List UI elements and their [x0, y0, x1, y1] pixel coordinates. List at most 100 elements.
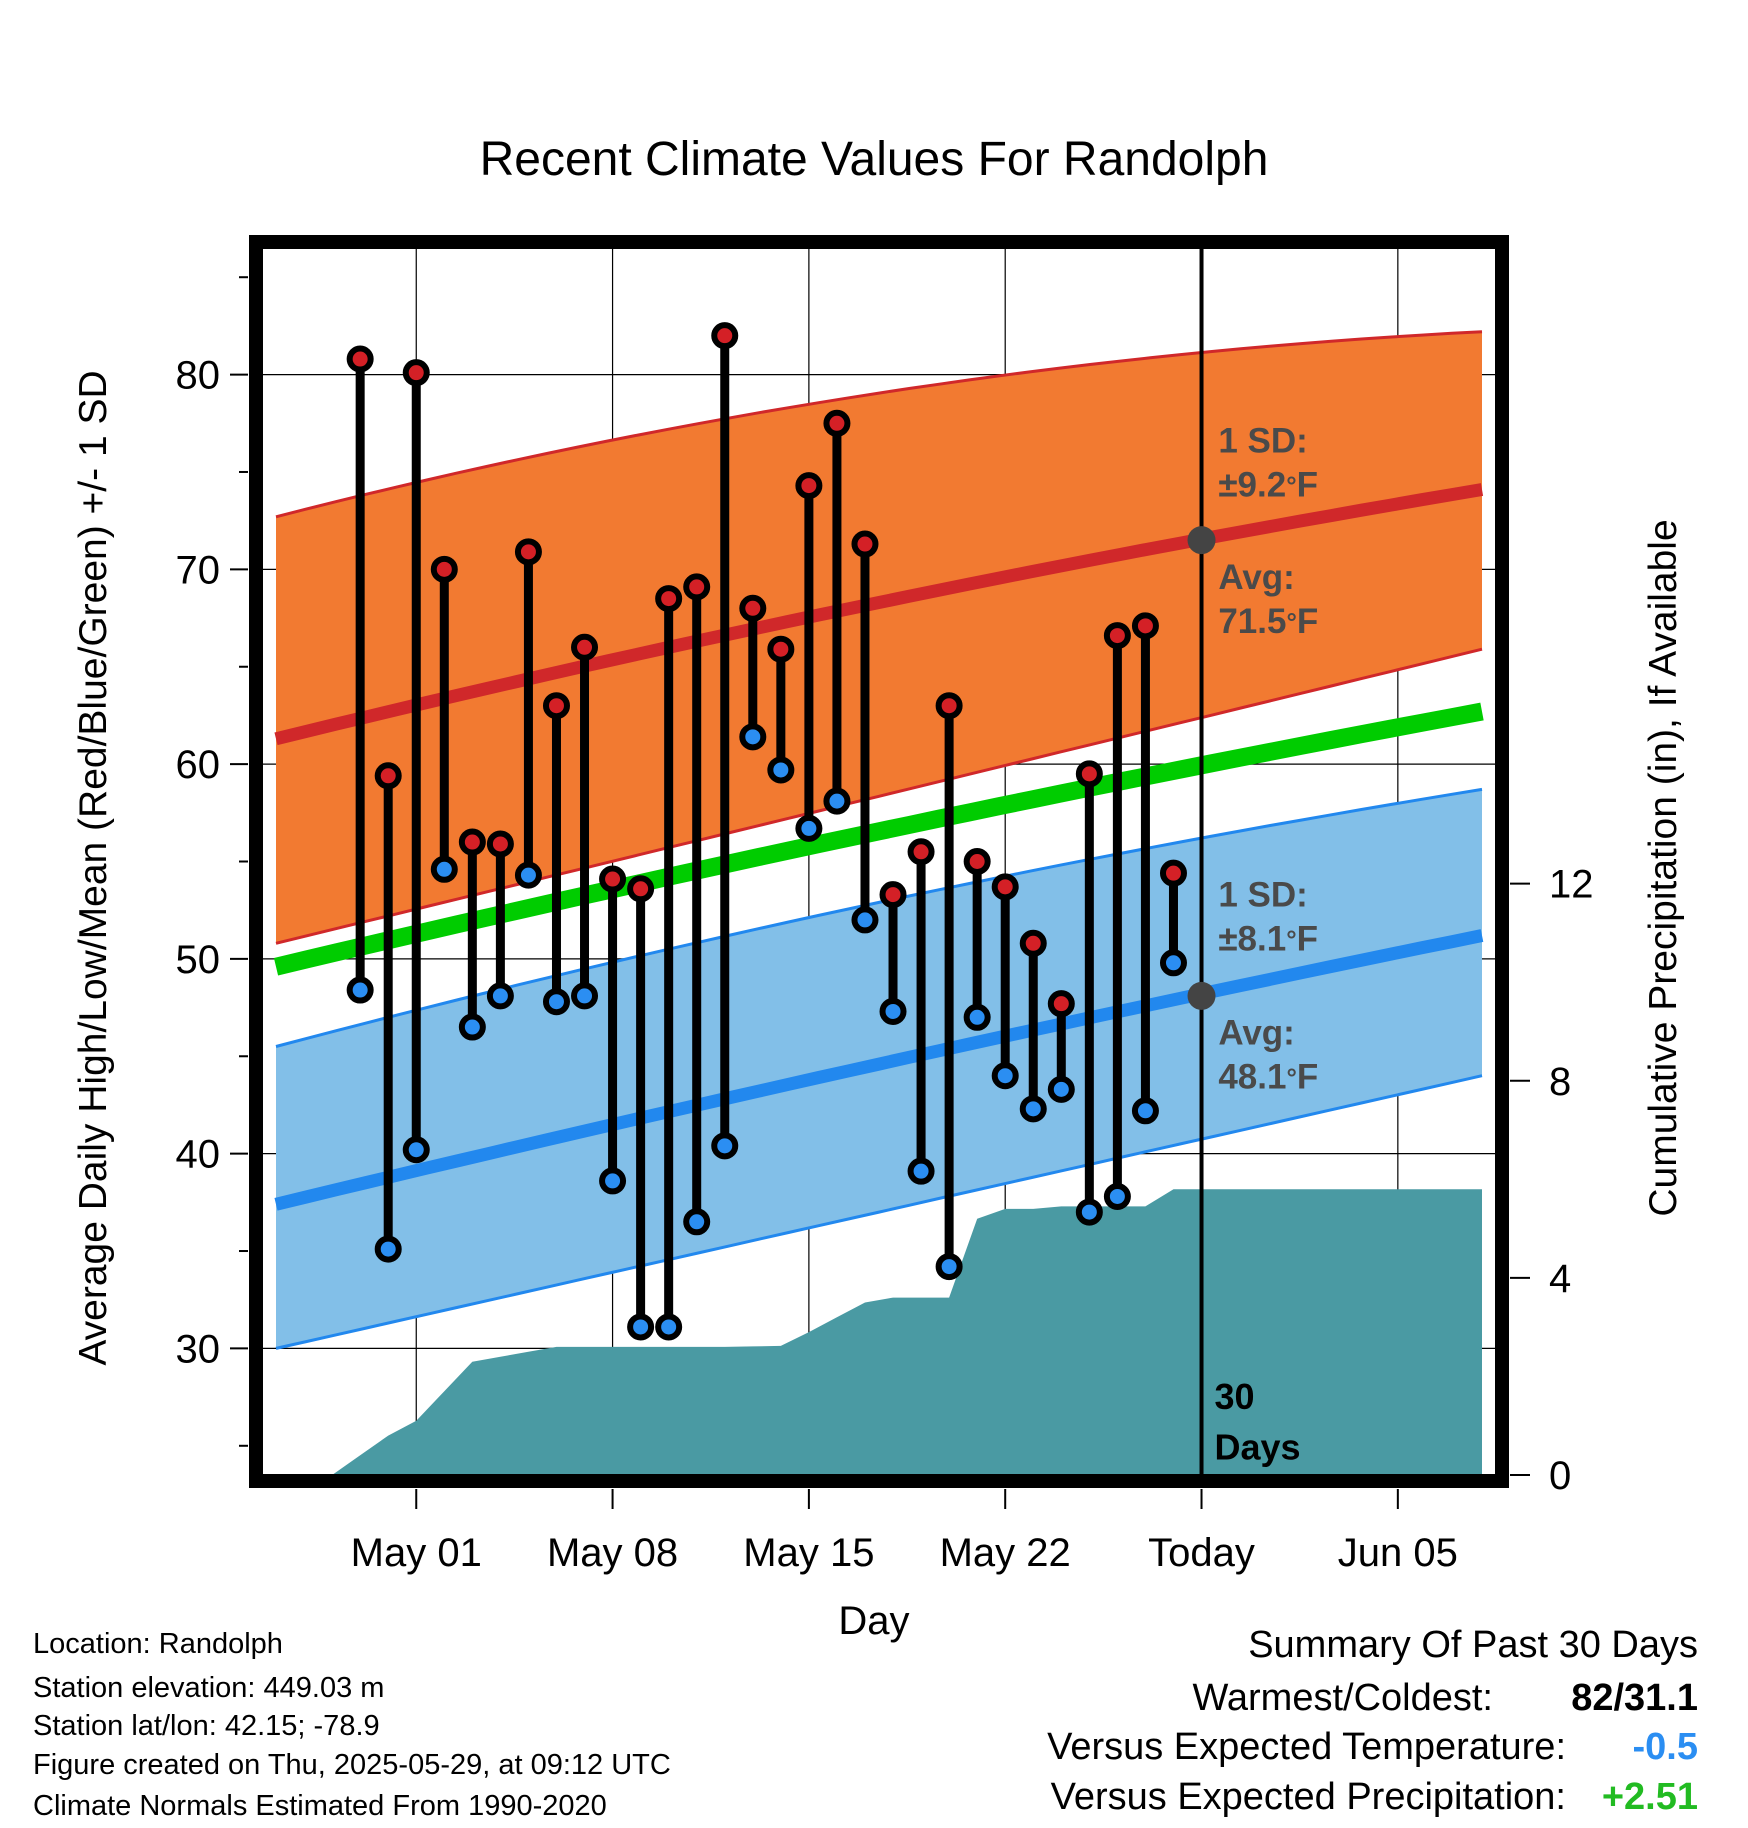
today-normal-marker — [1187, 526, 1216, 555]
y-tick-label: 40 — [176, 1133, 221, 1177]
daily-high-dot — [430, 555, 458, 583]
x-tick-label: May 01 — [351, 1531, 482, 1575]
daily-low-dot — [514, 861, 542, 889]
y2-axis-label: Cumulative Precipitation (in), If Availa… — [1642, 519, 1685, 1216]
daily-high-dot — [739, 594, 767, 622]
x-axis-label: Day — [838, 1599, 909, 1643]
daily-low-dot — [1075, 1198, 1103, 1226]
summary-warm-cold-label: Warmest/Coldest: — [1192, 1677, 1493, 1719]
x-tick-label: Jun 05 — [1338, 1531, 1458, 1575]
summary-warm-cold-value: 82/31.1 — [1571, 1677, 1698, 1719]
daily-high-dot — [1019, 929, 1047, 957]
daily-high-dot — [542, 692, 570, 720]
normal-high-band-lower-edge — [275, 647, 1483, 945]
normal-high-band — [276, 331, 1482, 944]
y-axis-label: Average Daily High/Low/Mean (Red/Blue/Gr… — [72, 370, 115, 1365]
daily-high-dot — [935, 692, 963, 720]
plot-frame — [249, 235, 1509, 1488]
daily-high-dot — [655, 585, 683, 613]
annotation-3-line2: 48.1°F — [1218, 1058, 1318, 1097]
daily-low-dot — [1047, 1075, 1075, 1103]
daily-high-dot — [1131, 612, 1159, 640]
daily-high-dot — [767, 635, 795, 663]
daily-low-dot — [795, 814, 823, 842]
x-tick-label: Today — [1148, 1531, 1255, 1575]
normal-low-line — [274, 929, 1484, 1211]
annotation-3-line1: Avg: — [1218, 1014, 1294, 1053]
precip-area — [332, 1189, 1483, 1475]
annotation-2-line2: ±8.1°F — [1218, 919, 1318, 958]
plot-area: 30 Days 1 SD: ±9.2°F Avg: 71.5°F 1 SD: ±8.1°F Av… — [176, 235, 1594, 1575]
daily-low-dot — [1103, 1182, 1131, 1210]
daily-high-dot — [1159, 859, 1187, 887]
summary-temp-departure-value: -0.5 — [1632, 1726, 1698, 1768]
daily-high-dot — [1075, 760, 1103, 788]
normal-high-line — [274, 483, 1484, 746]
footer-created: Figure created on Thu, 2025-05-29, at 09… — [33, 1749, 671, 1781]
footer-latlon: Station lat/lon: 42.15; -78.9 — [33, 1710, 380, 1742]
x-tick-label: May 08 — [547, 1531, 678, 1575]
annotation-1-line1: Avg: — [1218, 558, 1294, 597]
daily-low-dot — [851, 906, 879, 934]
daily-high-dot — [907, 838, 935, 866]
daily-high-dot — [851, 530, 879, 558]
chart-title: Recent Climate Values For Randolph — [480, 133, 1269, 186]
summary-precip-departure-value: +2.51 — [1601, 1776, 1698, 1818]
daily-low-dot — [627, 1313, 655, 1341]
daily-high-dot — [879, 881, 907, 909]
daily-low-dot — [346, 976, 374, 1004]
daily-low-dot — [402, 1136, 430, 1164]
daily-high-dot — [991, 873, 1019, 901]
daily-low-dot — [991, 1062, 1019, 1090]
daily-high-dot — [458, 828, 486, 856]
daily-low-dot — [374, 1235, 402, 1263]
daily-high-dot — [1103, 622, 1131, 650]
y2-tick-label: 4 — [1549, 1257, 1571, 1301]
daily-low-dot — [739, 723, 767, 751]
daily-high-dot — [627, 875, 655, 903]
annotation-0-line1: 1 SD: — [1218, 422, 1307, 461]
normal-low-band-upper-edge — [275, 787, 1483, 1048]
y2-tick-label: 12 — [1549, 863, 1594, 907]
normal-high-band-upper-edge — [275, 330, 1483, 519]
summary-precip-departure-label: Versus Expected Precipitation: — [1050, 1776, 1566, 1818]
daily-low-dot — [599, 1167, 627, 1195]
daily-high-dot — [571, 633, 599, 661]
daily-low-dot — [963, 1003, 991, 1031]
daily-low-dot — [683, 1208, 711, 1236]
daily-high-dot — [1047, 990, 1075, 1018]
annotation-2-line1: 1 SD: — [1218, 875, 1307, 914]
daily-high-dot — [514, 538, 542, 566]
daily-high-dot — [374, 762, 402, 790]
daily-high-dot — [683, 573, 711, 601]
today-normal-marker — [1187, 981, 1216, 1010]
footer-elevation: Station elevation: 449.03 m — [33, 1672, 385, 1704]
y2-tick-label: 0 — [1549, 1454, 1571, 1498]
y-tick-label: 60 — [176, 743, 221, 787]
daily-low-dot — [458, 1013, 486, 1041]
x-tick-label: May 15 — [743, 1531, 874, 1575]
y-tick-label: 80 — [176, 354, 221, 398]
daily-high-dot — [963, 848, 991, 875]
y-tick-label: 70 — [176, 548, 221, 592]
normal-low-band-lower-edge — [275, 1074, 1483, 1350]
y-tick-label: 30 — [176, 1327, 221, 1371]
daily-low-dot — [935, 1253, 963, 1281]
daily-low-dot — [1131, 1097, 1159, 1125]
footer-normals: Climate Normals Estimated From 1990-2020 — [33, 1790, 607, 1822]
daily-high-dot — [823, 409, 851, 437]
annotation-1-line2: 71.5°F — [1218, 602, 1318, 641]
normal-mean-line — [273, 702, 1484, 976]
footer-location: Location: Randolph — [33, 1628, 283, 1660]
today-label-line2: Days — [1215, 1426, 1301, 1467]
x-tick-label: May 22 — [940, 1531, 1071, 1575]
summary-title: Summary Of Past 30 Days — [1248, 1624, 1698, 1666]
daily-low-dot — [542, 988, 570, 1016]
daily-high-dot — [711, 322, 739, 350]
summary-temp-departure-label: Versus Expected Temperature: — [1047, 1726, 1566, 1768]
y-tick-label: 50 — [176, 938, 221, 982]
daily-high-dot — [599, 865, 627, 893]
daily-low-dot — [1019, 1095, 1047, 1123]
daily-low-dot — [655, 1313, 683, 1341]
